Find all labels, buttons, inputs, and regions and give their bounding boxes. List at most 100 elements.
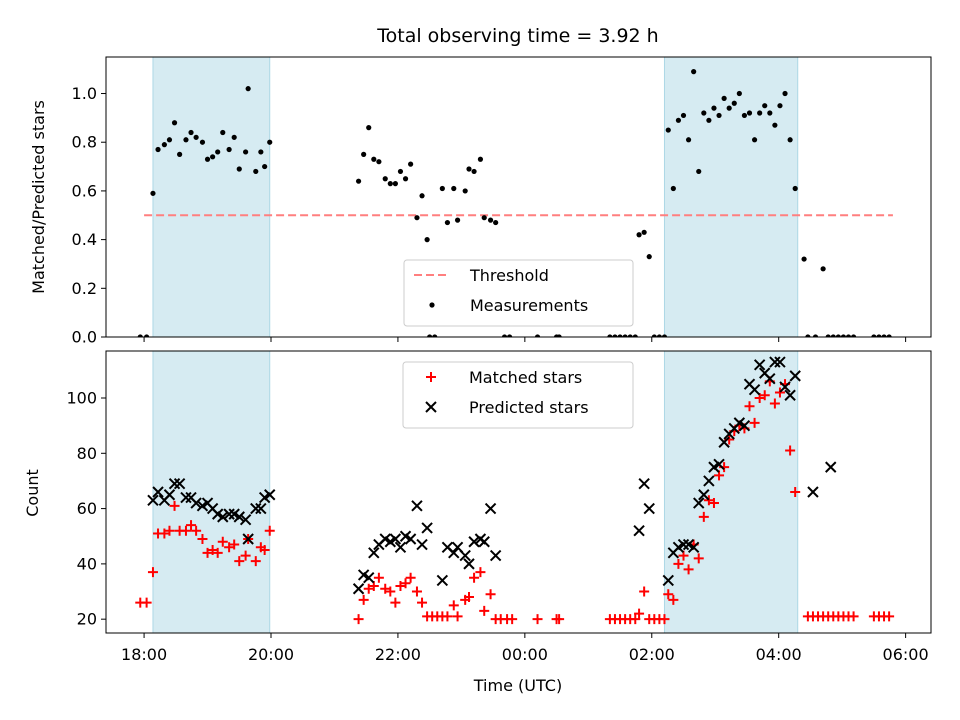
top-point-s1-29 [371,156,377,162]
bottom-point-s1-37 [411,586,422,597]
bottom-point-s2-37 [421,522,433,534]
bottom-x-tick-label: 00:00 [502,645,548,664]
top-point-s1-101 [830,334,836,337]
top-point-s1-48 [471,168,477,175]
bottom-point-s1-35 [400,578,411,589]
top-y-tick-label: 0.2 [72,279,97,298]
bottom-point-s1-19 [234,556,245,567]
bottom-point-s2-75 [779,381,791,393]
top-point-s1-94 [787,137,793,143]
bottom-point-s2-74 [774,356,786,368]
bottom-point-s1-51 [485,589,496,600]
bottom-point-s1-96 [790,487,801,497]
top-y-tick-label: 0.6 [72,181,97,200]
bottom-point-s2-63 [718,436,730,448]
bottom-point-s1-28 [363,583,374,594]
bottom-point-s2-17 [233,511,245,523]
bottom-point-s2-62 [713,458,725,471]
bottom-point-s1-18 [229,539,240,550]
bottom-point-s1-81 [714,470,725,481]
top-point-s1-24 [262,163,268,170]
top-point-s1-33 [392,181,398,187]
bottom-legend-label: Predicted stars [469,398,589,417]
top-point-s1-77 [701,110,707,116]
top-point-s1-87 [751,137,758,143]
top-point-s1-15 [215,149,221,155]
top-point-s1-13 [204,156,211,162]
bottom-point-s1-70 [659,614,670,625]
top-point-s1-47 [466,166,472,172]
bottom-point-s1-22 [250,556,261,567]
bottom-point-s2-52 [662,574,674,587]
top-legend-label: Measurements [470,296,588,315]
top-point-s1-93 [782,90,788,97]
top-point-s1-38 [419,193,425,199]
bottom-point-s1-6 [164,525,175,536]
bottom-point-s1-34 [395,581,406,591]
top-point-s1-8 [177,151,183,157]
top-point-s1-66 [646,254,652,260]
bottom-point-s2-48 [489,549,502,562]
bottom-point-s2-77 [789,370,801,382]
top-legend-box [403,259,634,327]
bottom-point-s1-36 [405,572,416,583]
bottom-legend-label: Matched stars [469,368,582,387]
top-point-s1-88 [757,110,763,116]
top-point-s1-68 [656,334,662,337]
top-point-s1-74 [685,137,692,143]
top-point-s1-108 [881,334,887,337]
top-point-s1-72 [675,117,682,123]
top-point-s1-17 [226,146,232,153]
top-point-s1-30 [376,159,382,165]
top-y-axis-label: Matched/Predicted stars [29,100,48,294]
top-point-s1-92 [777,103,783,109]
bottom-point-s2-38 [436,574,449,587]
top-point-s1-12 [199,139,206,145]
bottom-point-s2-67 [738,419,751,432]
bottom-point-s1-71 [663,589,674,600]
bottom-x-tick-label: 18:00 [121,645,167,664]
bottom-y-tick-label: 80 [77,444,97,463]
top-point-s1-81 [721,95,727,101]
top-shaded-region-1 [152,56,271,338]
bottom-point-s2-19 [242,533,254,545]
top-point-s1-10 [188,129,194,136]
top-point-s1-100 [825,334,831,337]
top-point-s1-2 [144,334,150,337]
top-point-s1-62 [627,334,633,337]
bottom-point-s1-65 [634,608,645,619]
top-point-s1-35 [402,176,409,182]
bottom-point-s2-42 [459,549,471,562]
bottom-x-tick-label: 20:00 [248,645,294,664]
bottom-point-s1-43 [442,611,453,622]
bottom-point-s2-43 [463,558,475,570]
top-point-s1-45 [454,217,461,223]
bottom-y-axis-label: Count [23,469,42,517]
top-point-s1-58 [607,334,613,337]
bottom-point-s2-4 [163,489,176,501]
bottom-point-s2-7 [180,491,192,504]
bottom-point-s2-73 [769,356,781,368]
top-point-s1-105 [850,334,857,337]
bottom-x-tick-label: 22:00 [375,645,421,664]
bottom-point-s2-9 [190,497,202,509]
bottom-y-tick-label: 20 [77,610,97,629]
top-point-s1-103 [840,334,847,337]
top-point-s1-98 [812,334,819,337]
bottom-point-s1-56 [532,614,543,625]
bottom-point-s1-16 [217,536,228,547]
chart-title: Total observing time = 3.92 h [376,25,658,47]
bottom-point-s2-76 [784,389,796,401]
bottom-point-s2-2 [152,486,164,498]
bottom-point-s1-17 [224,542,235,553]
top-point-s1-52 [493,219,499,226]
bottom-point-s1-49 [475,567,486,578]
bottom-point-s2-21 [255,502,267,515]
bottom-point-s1-12 [197,534,208,544]
bottom-point-s2-35 [411,500,423,512]
x-axis-label: Time (UTC) [473,676,562,695]
bottom-point-s1-58 [554,614,565,625]
bottom-point-s1-3 [147,567,158,578]
top-point-s1-23 [258,149,264,155]
top-point-s1-73 [680,112,687,119]
